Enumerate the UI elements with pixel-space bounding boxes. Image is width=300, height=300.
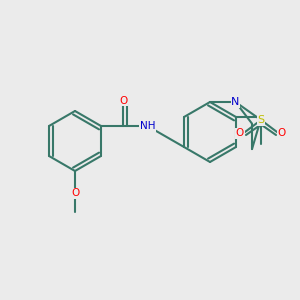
Text: S: S xyxy=(257,115,265,125)
Text: O: O xyxy=(119,96,128,106)
Text: N: N xyxy=(231,97,240,107)
Text: O: O xyxy=(236,128,244,139)
Text: O: O xyxy=(278,128,286,139)
Text: NH: NH xyxy=(140,121,155,131)
Text: O: O xyxy=(71,188,79,199)
